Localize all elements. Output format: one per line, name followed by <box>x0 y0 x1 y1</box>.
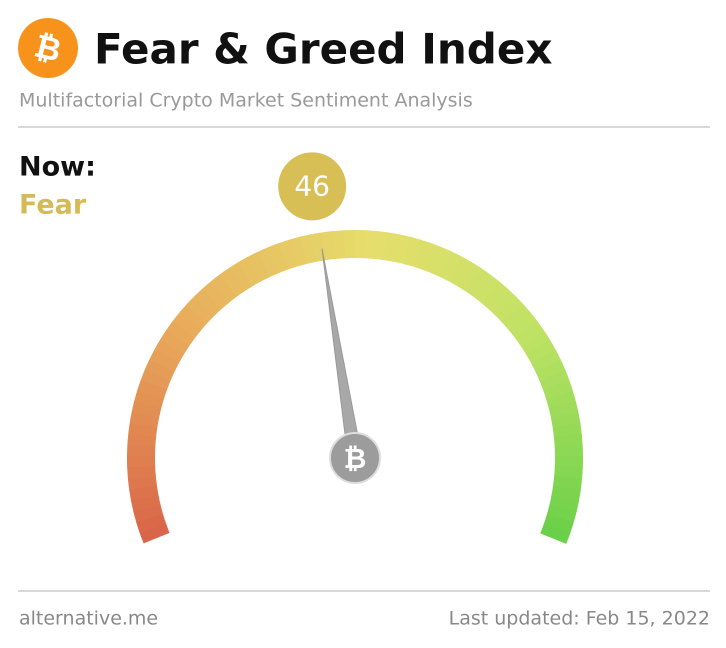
logo-circle <box>18 18 78 78</box>
gauge-arc-segment <box>550 412 581 428</box>
gauge-arc-segment <box>134 390 165 409</box>
gauge-arc-segment <box>159 330 190 355</box>
gauge-arc-segment <box>520 330 551 355</box>
gauge-arc-segment <box>127 475 157 490</box>
gauge-arc-segment <box>374 231 389 261</box>
value-badge <box>278 152 347 221</box>
gauge-arc-segment <box>403 236 422 267</box>
gauge-arc-segment <box>137 379 168 399</box>
gauge-arc-segment <box>412 239 433 270</box>
gauge-arc-segment <box>144 358 175 381</box>
gauge-arc-segment <box>165 320 196 347</box>
title: Fear & Greed Index <box>94 25 552 74</box>
gauge-arc-segment <box>129 485 159 501</box>
gauge-arc-segment <box>543 514 574 534</box>
gauge-arc-segment <box>131 400 162 418</box>
gauge-arc-segment <box>299 234 317 264</box>
gauge-arc-segment <box>127 465 156 479</box>
gauge-arc-segment <box>136 513 167 533</box>
gauge-arc-segment <box>515 321 545 347</box>
gauge-arc-segment <box>186 295 215 324</box>
hub-symbol: ₿ <box>344 442 367 475</box>
gauge-arc-segment <box>448 256 473 287</box>
gauge-arc-segment <box>473 274 500 304</box>
value-label: 46 <box>294 169 330 202</box>
gauge-arc-segment <box>495 296 524 324</box>
gauge-arc-segment <box>530 349 561 373</box>
gauge-arc-segment <box>540 523 571 544</box>
gauge-arc-segment <box>422 243 443 274</box>
gauge-arc-segment <box>210 274 237 304</box>
gauge-arc-segment <box>384 232 400 262</box>
gauge-arc-segment <box>509 312 538 339</box>
gauge-arc-segment <box>127 433 157 447</box>
gauge-arc-segment <box>554 466 583 480</box>
gauge-arc-segment <box>268 243 289 274</box>
gauge-arc-segment <box>194 288 222 317</box>
gauge-arc-segment <box>539 369 570 391</box>
gauge-arc-segment <box>179 303 208 331</box>
gauge-arc-segment <box>202 280 230 310</box>
gauge-arc-segment <box>465 268 491 298</box>
gauge-arc-segment <box>440 251 463 282</box>
last-updated: Last updated: Feb 15, 2022 <box>449 608 710 630</box>
gauge-arc-segment <box>481 281 508 310</box>
gauge-arc-segment <box>154 339 185 363</box>
subtitle: Multifactorial Crypto Market Sentiment A… <box>19 90 473 112</box>
gauge-arc-segment <box>364 230 378 260</box>
gauge-arc-segment <box>310 232 327 262</box>
gauge-arc-segment <box>133 504 164 523</box>
gauge-arc-segment <box>535 359 566 382</box>
gauge-arc-segment <box>551 485 581 502</box>
gauge-arc-segment <box>526 339 556 364</box>
gauge-arc-segment <box>431 247 453 278</box>
gauge-arc-segment <box>289 236 308 267</box>
gauge-arc-segment <box>502 304 532 331</box>
gauge-arc-segment <box>247 251 271 282</box>
gauge-arc-segment <box>552 423 582 438</box>
gauge-arc-segment <box>546 390 576 409</box>
gauge-arc-segment <box>140 369 171 390</box>
gauge-arc-segment <box>488 288 517 317</box>
gauge-arc-segment <box>139 523 170 544</box>
gauge: ₿ 46 <box>127 152 583 544</box>
gauge-arc-segment <box>278 239 298 270</box>
gauge-arc-segment <box>257 246 280 278</box>
gauge-arc-segment <box>129 411 160 428</box>
gauge-arc-segment <box>393 234 411 265</box>
needle-hub <box>329 432 381 484</box>
source: alternative.me <box>19 608 158 630</box>
gauge-arc-segment <box>149 349 180 372</box>
classification: Fear <box>19 190 87 221</box>
gauge-arc-segment <box>321 231 337 261</box>
gauge-arc-segment <box>542 380 573 400</box>
gauge-arc-segment <box>548 401 579 419</box>
gauge-arc-segment <box>549 495 579 513</box>
gauge-arc-segment <box>457 262 482 292</box>
gauge-arc-segment <box>219 267 245 298</box>
gauge-arc-segment <box>228 261 254 292</box>
now-label: Now: <box>19 152 96 183</box>
logo: ₿ <box>18 18 78 78</box>
gauge-arc-segment <box>332 230 346 259</box>
gauge-arc-segment <box>552 476 583 491</box>
gauge-arc-segment <box>546 504 577 523</box>
gauge-arc-segment <box>128 422 158 438</box>
gauge-arc-segment <box>172 312 202 339</box>
gauge-arc-segment <box>553 434 583 448</box>
gauge-arc-segment <box>238 256 262 287</box>
gauge-arc-segment <box>130 494 161 512</box>
